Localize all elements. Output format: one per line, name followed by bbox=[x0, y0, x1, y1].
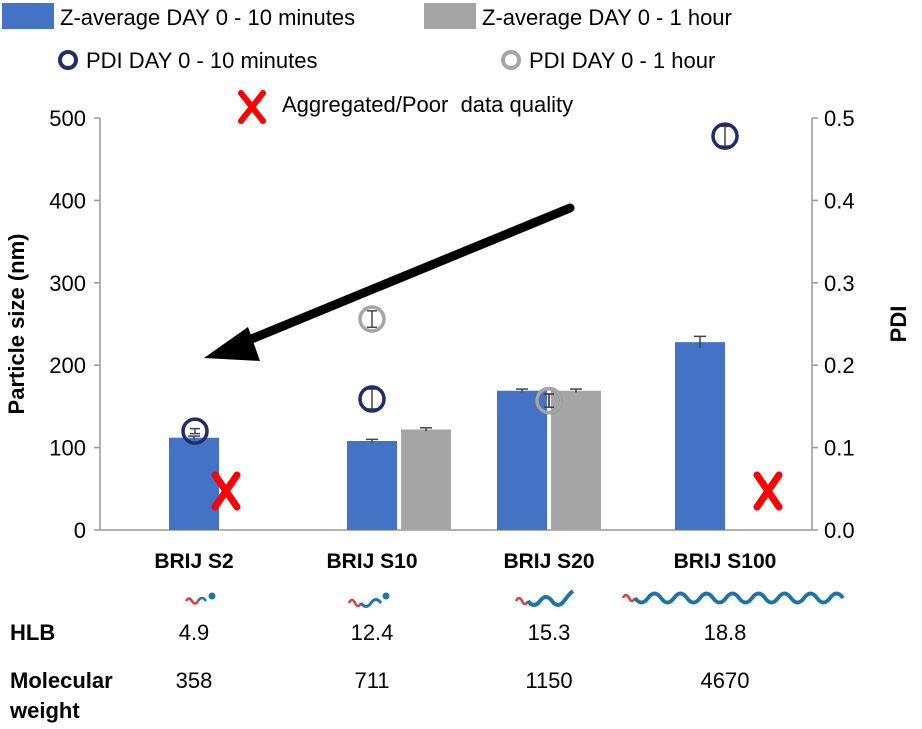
right-tick-label: 0.5 bbox=[824, 106, 855, 131]
right-tick-label: 0.3 bbox=[824, 271, 855, 296]
category-label: BRIJ S100 bbox=[674, 550, 777, 573]
pdi-1hour-marker-1 bbox=[358, 305, 386, 333]
bar-zavg-1hour-2 bbox=[551, 390, 601, 530]
error-bar bbox=[188, 435, 200, 440]
aggregated-crosses bbox=[211, 471, 783, 511]
error-bar bbox=[420, 427, 432, 432]
trend-arrow bbox=[204, 203, 575, 361]
mw-row-label-line1: Molecular bbox=[10, 668, 113, 693]
mw-value: 1150 bbox=[525, 668, 572, 693]
category-label: BRIJ S10 bbox=[326, 550, 417, 573]
mw-row-label-line2: weight bbox=[9, 698, 80, 723]
pdi-1hour-marker-2 bbox=[535, 386, 563, 415]
error-bar bbox=[516, 388, 528, 393]
legend-label-pdi-1hour: PDI DAY 0 - 1 hour bbox=[529, 48, 715, 73]
pdi-10min-marker-0 bbox=[181, 417, 209, 445]
legend: Z-average DAY 0 - 10 minutes Z-average D… bbox=[2, 3, 732, 124]
error-bar bbox=[694, 335, 706, 348]
hlb-row-label: HLB bbox=[10, 620, 55, 645]
left-tick-label: 400 bbox=[49, 188, 86, 213]
pdi-10min-marker-1 bbox=[358, 385, 386, 413]
property-table: HLB Molecular weight 4.9 12.4 15.3 18.8 358 7… bbox=[9, 620, 749, 723]
aggregated-cross-icon bbox=[753, 471, 783, 511]
mw-value: 358 bbox=[176, 668, 213, 693]
left-tick-label: 200 bbox=[49, 353, 86, 378]
chain-icon-s2 bbox=[184, 592, 216, 605]
legend-label-aggregated: Aggregated/Poor data quality bbox=[282, 92, 573, 117]
hlb-value: 18.8 bbox=[704, 620, 747, 645]
legend-marker-pdi-1hour bbox=[501, 50, 521, 70]
legend-swatch-zavg-1hour bbox=[424, 3, 476, 29]
left-tick-label: 0 bbox=[74, 518, 86, 543]
mw-value: 4670 bbox=[701, 668, 750, 693]
left-axis-title: Particle size (nm) bbox=[4, 234, 29, 415]
legend-marker-pdi-10min bbox=[58, 50, 78, 70]
hlb-value: 12.4 bbox=[351, 620, 394, 645]
right-axis-ticks: 0.0 0.1 0.2 0.3 0.4 0.5 bbox=[812, 106, 855, 543]
legend-label-zavg-1hour: Z-average DAY 0 - 1 hour bbox=[482, 5, 732, 30]
chain-icons bbox=[184, 589, 845, 608]
table-values: 4.9 12.4 15.3 18.8 358 711 1150 4670 bbox=[176, 620, 750, 693]
left-axis-ticks: 0 100 200 300 400 500 bbox=[49, 106, 100, 543]
hlb-value: 4.9 bbox=[179, 620, 210, 645]
pdi-10min-marker-3 bbox=[711, 122, 739, 150]
pdi-markers bbox=[181, 122, 739, 445]
bars bbox=[169, 335, 725, 530]
mw-value: 711 bbox=[354, 668, 389, 693]
legend-swatch-zavg-10min bbox=[2, 3, 54, 29]
bar-zavg-10min-3 bbox=[675, 342, 725, 530]
left-tick-label: 100 bbox=[49, 436, 86, 461]
axes: 0 100 200 300 400 500 0.0 0.1 0.2 0.3 0.4 0.5 Part… bbox=[4, 106, 911, 543]
right-tick-label: 0.2 bbox=[824, 353, 855, 378]
error-bar bbox=[570, 388, 582, 393]
chain-icon-s10 bbox=[347, 592, 390, 608]
category-label: BRIJ S2 bbox=[154, 550, 233, 573]
right-axis-title: PDI bbox=[886, 306, 911, 343]
category-labels: BRIJ S2 BRIJ S10 BRIJ S20 BRIJ S100 bbox=[154, 550, 776, 573]
legend-cross-icon bbox=[238, 90, 266, 124]
right-tick-label: 0.0 bbox=[824, 518, 855, 543]
category-label: BRIJ S20 bbox=[503, 550, 594, 573]
left-tick-label: 300 bbox=[49, 271, 86, 296]
right-tick-label: 0.1 bbox=[824, 436, 855, 461]
bar-zavg-10min-0 bbox=[169, 437, 219, 530]
left-tick-label: 500 bbox=[49, 106, 86, 131]
legend-label-pdi-10min: PDI DAY 0 - 10 minutes bbox=[86, 48, 318, 73]
hlb-value: 15.3 bbox=[528, 620, 571, 645]
error-bar bbox=[366, 438, 378, 443]
chain-icon-s100 bbox=[621, 591, 845, 605]
aggregated-cross-icon bbox=[211, 471, 241, 511]
chain-icon-s20 bbox=[514, 589, 575, 607]
bar-zavg-10min-2 bbox=[497, 390, 547, 530]
bar-zavg-10min-1 bbox=[347, 441, 397, 530]
right-tick-label: 0.4 bbox=[824, 188, 855, 213]
bar-zavg-1hour-1 bbox=[401, 429, 451, 530]
legend-label-zavg-10min: Z-average DAY 0 - 10 minutes bbox=[60, 5, 355, 30]
